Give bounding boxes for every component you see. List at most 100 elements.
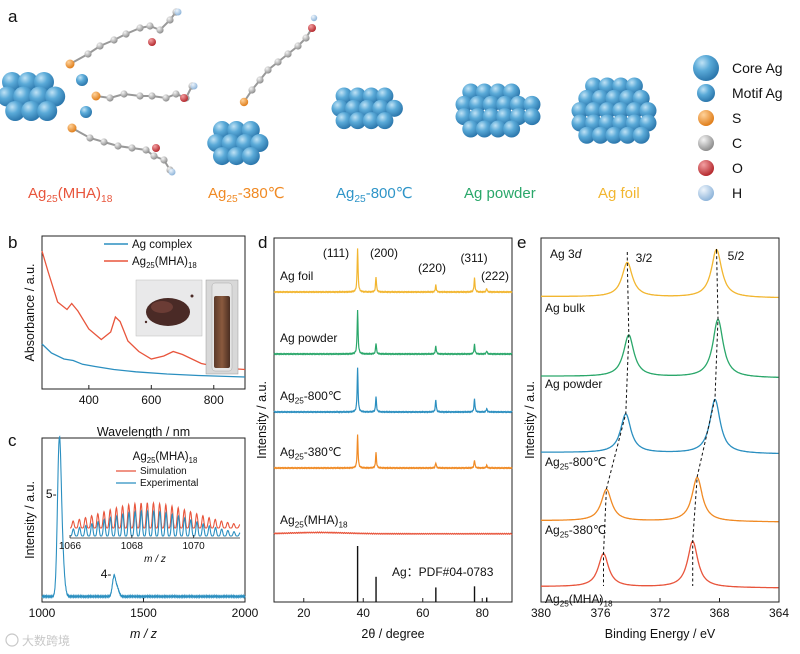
- xrd-trace-label-1-base: Ag powder: [280, 331, 337, 345]
- core-ag-atom: [612, 102, 630, 120]
- xps-trace-label-4: Ag25(MHA)18: [545, 592, 613, 608]
- core-ag-atom: [619, 126, 637, 144]
- x-axis-label-d: 2θ / degree: [361, 627, 424, 641]
- peak-label-5-: 5-: [46, 487, 57, 501]
- oxygen-atom: [180, 94, 188, 102]
- structure-label-4-base: Ag powder: [464, 185, 536, 202]
- carbon-atom: [136, 24, 144, 32]
- x-tick-label-c: 1500: [130, 606, 157, 620]
- structure-label-3-base: Ag: [336, 185, 354, 202]
- panel-e-title-base: Ag 3: [550, 247, 575, 261]
- sulfur-atom: [65, 59, 75, 69]
- carbon-atom: [284, 50, 292, 58]
- structure-label-2-mid: -380℃: [238, 185, 285, 202]
- carbon-atom: [142, 146, 150, 154]
- carbon-atom: [84, 50, 92, 58]
- carbon-atom: [302, 34, 310, 42]
- carbon-atom: [172, 90, 180, 98]
- hydrogen-atom: [190, 82, 198, 90]
- hkl-label-3: (311): [460, 251, 487, 265]
- xps-trace-label-2-base: Ag: [545, 455, 560, 469]
- carbon-atom: [264, 66, 272, 74]
- legend-swatch-core-ag: [693, 55, 719, 81]
- core-ag-atom: [598, 102, 616, 120]
- core-ag-atom: [503, 120, 521, 138]
- panel-e-frame: [540, 237, 780, 603]
- carbon-atom: [156, 26, 164, 34]
- xps-trace-label-1-base: Ag powder: [545, 377, 602, 391]
- x-tick-label-e: 368: [709, 606, 729, 620]
- structure-label-2-base: Ag: [208, 185, 226, 202]
- core-ag-atom: [489, 120, 507, 138]
- carbon-atom: [122, 30, 130, 38]
- legend-label-h: H: [732, 185, 742, 201]
- carbon-atom: [106, 94, 114, 102]
- carbon-atom: [294, 42, 302, 50]
- carbon-atom: [146, 22, 154, 30]
- watermark: 大数跨境: [5, 633, 70, 648]
- inset-x-tick-label: 1068: [121, 541, 144, 552]
- core-ag-atom: [591, 126, 609, 144]
- y-axis-label-e: Intensity / a.u.: [523, 381, 537, 459]
- x-tick-label-d: 80: [476, 606, 490, 620]
- structure-label-3: Ag25-800℃: [336, 185, 413, 205]
- carbon-atom: [162, 94, 170, 102]
- series-line-ag25-mha18: [41, 250, 246, 371]
- xps-trace-label-4-base: Ag: [545, 592, 560, 606]
- inset-x-tick-label: 1066: [59, 541, 82, 552]
- xrd-trace-0: [273, 248, 513, 294]
- powder-grain: [144, 320, 148, 324]
- xrd-trace-label-4: Ag25(MHA)18: [280, 513, 348, 529]
- core-ag-atom: [241, 147, 260, 166]
- xps-trace-label-1: Ag powder: [545, 377, 602, 391]
- xps-trace-label-4-sub: 25: [560, 599, 570, 608]
- panel-a-structures: [0, 8, 657, 176]
- panel-b-axes: 400 600 800 Wavelength / nm Absorbance / a.u…: [23, 264, 224, 439]
- hydrogen-atom: [174, 8, 182, 16]
- carbon-atom: [136, 92, 144, 100]
- x-tick-label-d: 60: [416, 606, 430, 620]
- panel-letter-d: d: [258, 233, 267, 252]
- legend-swatch-h: [698, 185, 714, 201]
- carbon-atom: [96, 42, 104, 50]
- panel-a: a Ag25(MHA)18 Ag25-380℃ Ag25-800℃ Ag powder…: [0, 7, 783, 205]
- structure-label-5-base: Ag foil: [598, 185, 640, 202]
- peak-label-4-: 4-: [101, 567, 112, 581]
- legend-label-b-0-base: Ag complex: [132, 239, 192, 251]
- reference-label: Ag：PDF#04-0783: [392, 565, 494, 579]
- structure-label-1: Ag25(MHA)18: [28, 185, 113, 205]
- inset-x-tick-label: 1070: [183, 541, 206, 552]
- sulfur-atom: [239, 97, 249, 107]
- x-axis-label-b: Wavelength / nm: [97, 425, 190, 439]
- panel-c-title-mid: (MHA): [155, 451, 188, 463]
- powder-photo: [135, 279, 203, 337]
- structure-label-1-sub2: 18: [101, 194, 113, 205]
- core-ag-atom: [385, 99, 403, 117]
- y-axis-label-c: Intensity / a.u.: [23, 481, 37, 559]
- structure-label-5: Ag foil: [598, 185, 640, 202]
- ag25-380-cluster: [207, 121, 269, 166]
- structure-label-2-sub: 25: [226, 194, 238, 205]
- panel-b-plot: Ag complex Ag25(MHA)18: [41, 239, 246, 378]
- legend-swatch-o: [698, 160, 714, 176]
- xrd-trace-label-0: Ag foil: [280, 269, 313, 283]
- core-ag-atom: [5, 101, 26, 121]
- core-ag-atom: [462, 120, 480, 138]
- xrd-trace-3: [273, 434, 513, 470]
- carbon-atom: [110, 36, 118, 44]
- xrd-trace-label-4-mid: (MHA): [304, 513, 339, 527]
- xps-trace-label-0-base: Ag bulk: [545, 301, 586, 315]
- powder-highlight: [151, 301, 173, 313]
- legend-swatch-c: [698, 135, 714, 151]
- inset-series-experimental: [70, 509, 241, 537]
- core-ag-atom: [571, 102, 589, 120]
- carbon-atom: [86, 134, 94, 142]
- legend-label-b-1-base: Ag: [132, 256, 146, 268]
- panel-c-title-sub: 25: [147, 456, 156, 465]
